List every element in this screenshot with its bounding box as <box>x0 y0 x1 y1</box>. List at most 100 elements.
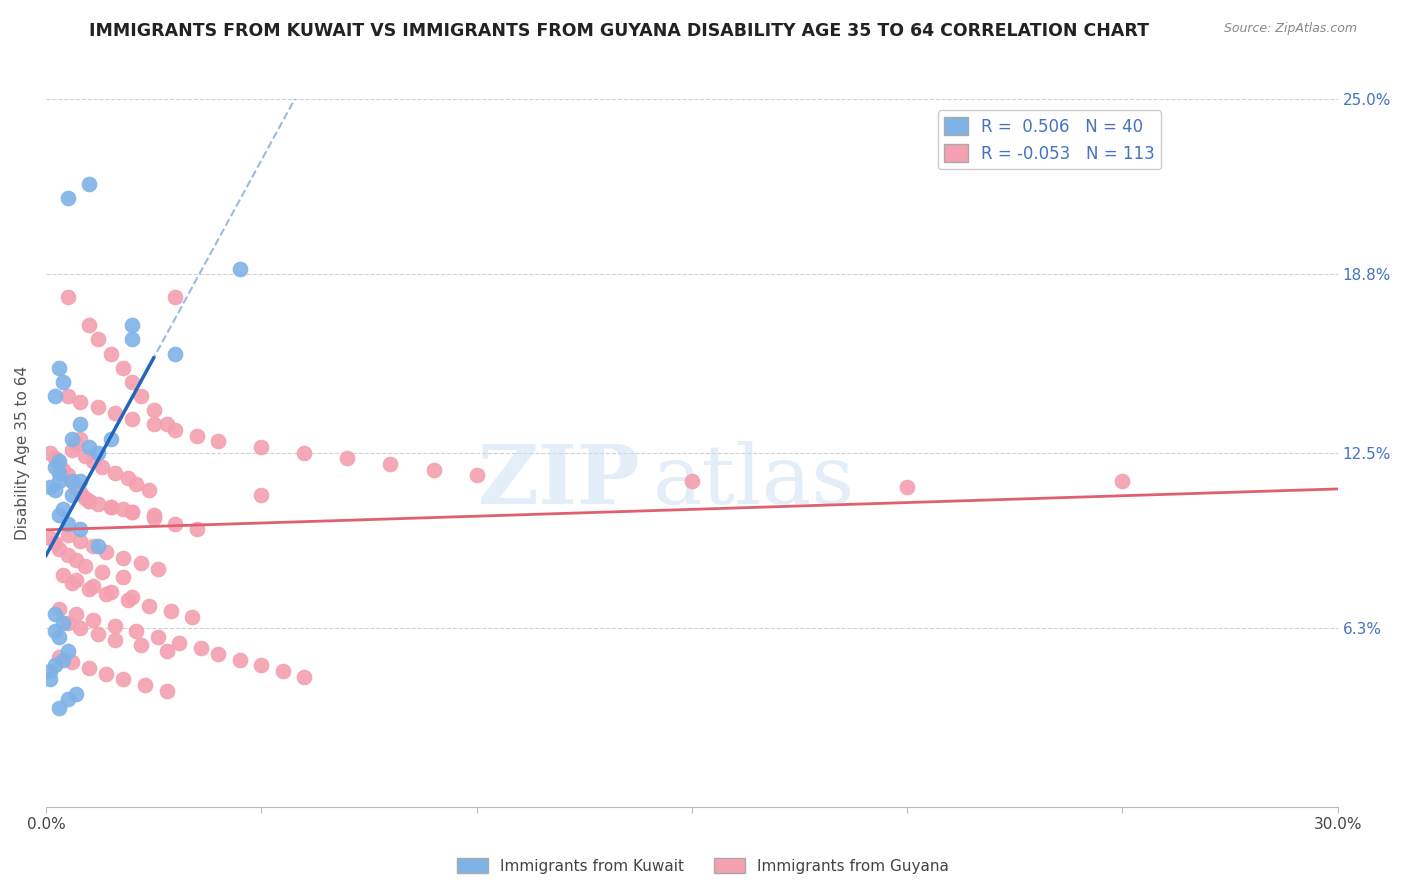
Point <box>142 508 165 522</box>
Point <box>86 497 108 511</box>
Point <box>77 661 100 675</box>
Point <box>112 550 135 565</box>
Point <box>77 318 100 333</box>
Point <box>207 647 229 661</box>
Point <box>100 500 122 514</box>
Point <box>65 607 87 622</box>
Point <box>104 406 127 420</box>
Point <box>48 701 70 715</box>
Point <box>69 474 91 488</box>
Point <box>65 480 87 494</box>
Point <box>86 401 108 415</box>
Point <box>229 261 252 276</box>
Point <box>39 531 62 545</box>
Point <box>112 360 135 375</box>
Point <box>48 649 70 664</box>
Point <box>169 635 191 649</box>
Point <box>155 417 177 432</box>
Point <box>65 574 87 588</box>
Point <box>129 557 152 571</box>
Point <box>146 562 169 576</box>
Point <box>48 454 70 468</box>
Point <box>69 533 91 548</box>
Point <box>142 511 165 525</box>
Point <box>48 542 70 557</box>
Point <box>77 494 100 508</box>
Point <box>69 485 91 500</box>
Point <box>82 539 104 553</box>
Point <box>138 599 160 613</box>
Point <box>56 516 79 531</box>
Point <box>91 565 114 579</box>
Point <box>82 454 104 468</box>
Point <box>117 593 139 607</box>
Point <box>65 687 87 701</box>
Point <box>129 389 152 403</box>
Point <box>100 500 122 514</box>
Point <box>52 375 75 389</box>
Point <box>112 502 135 516</box>
Point <box>165 423 187 437</box>
Point <box>48 360 70 375</box>
Point <box>77 440 100 454</box>
Point <box>48 508 70 522</box>
Point <box>39 664 62 678</box>
Point <box>60 488 83 502</box>
Point <box>69 522 91 536</box>
Point <box>104 618 127 632</box>
Point <box>52 615 75 630</box>
Point <box>186 429 208 443</box>
Point <box>56 191 79 205</box>
Point <box>250 488 273 502</box>
Point <box>292 670 315 684</box>
Point <box>104 466 127 480</box>
Point <box>56 290 79 304</box>
Point <box>100 432 122 446</box>
Point <box>100 584 122 599</box>
Point <box>77 177 100 191</box>
Point <box>60 432 83 446</box>
Point <box>250 440 273 454</box>
Point <box>112 570 135 584</box>
Point <box>271 664 294 678</box>
Point <box>117 471 139 485</box>
Point <box>52 502 75 516</box>
Point <box>60 656 83 670</box>
Point <box>422 463 444 477</box>
Point <box>142 417 165 432</box>
Point <box>138 483 160 497</box>
Legend: R =  0.506   N = 40, R = -0.053   N = 113: R = 0.506 N = 40, R = -0.053 N = 113 <box>938 111 1161 169</box>
Point <box>73 559 96 574</box>
Legend: Immigrants from Kuwait, Immigrants from Guyana: Immigrants from Kuwait, Immigrants from … <box>451 852 955 880</box>
Point <box>96 545 118 559</box>
Point <box>292 446 315 460</box>
Point <box>82 579 104 593</box>
Point <box>121 505 143 519</box>
Point <box>69 417 91 432</box>
Point <box>121 333 143 347</box>
Point <box>250 658 273 673</box>
Point <box>69 394 91 409</box>
Point <box>65 437 87 451</box>
Point <box>44 483 66 497</box>
Point <box>155 683 177 698</box>
Point <box>86 539 108 553</box>
Point <box>60 474 83 488</box>
Point <box>65 553 87 567</box>
Point <box>48 466 70 480</box>
Point <box>190 641 212 656</box>
Point <box>96 666 118 681</box>
Point <box>60 442 83 457</box>
Point <box>380 457 402 471</box>
Point <box>44 459 66 474</box>
Point <box>52 653 75 667</box>
Point <box>165 516 187 531</box>
Point <box>52 567 75 582</box>
Point <box>69 432 91 446</box>
Point <box>44 536 66 550</box>
Point <box>56 468 79 483</box>
Point <box>77 582 100 596</box>
Point <box>207 434 229 449</box>
Point <box>134 678 156 692</box>
Point <box>681 474 703 488</box>
